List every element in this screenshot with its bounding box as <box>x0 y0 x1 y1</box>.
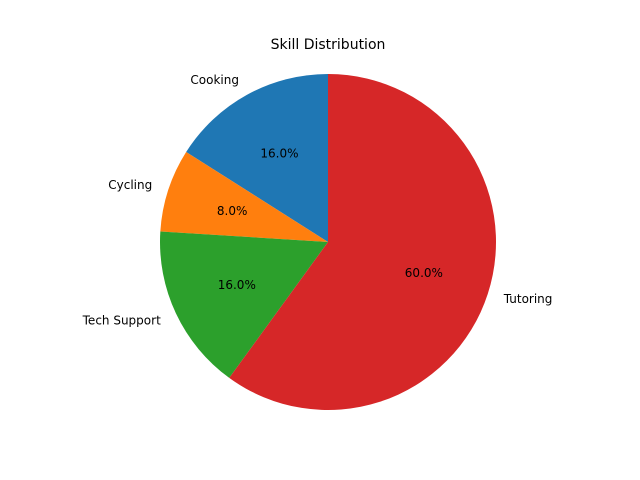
pct-label-cycling: 8.0% <box>217 204 248 218</box>
pie-slice-tech-support <box>159 231 328 378</box>
slice-label-tutoring: Tutoring <box>503 292 553 306</box>
pie-slice-tutoring <box>229 74 497 410</box>
slice-label-tech-support: Tech Support <box>82 314 161 328</box>
slice-label-cycling: Cycling <box>108 178 152 192</box>
chart-title: Skill Distribution <box>271 37 386 53</box>
pie-slice-cycling <box>160 151 328 242</box>
slices-layer <box>159 74 497 410</box>
slice-label-cooking: Cooking <box>190 73 239 87</box>
pct-label-tech-support: 16.0% <box>218 278 256 292</box>
labels-layer: Cooking 16.0% Cycling 8.0% Tech Support 16.0%… <box>82 73 553 328</box>
pie-slice-cooking <box>186 74 328 242</box>
pct-label-cooking: 16.0% <box>260 147 298 161</box>
pct-label-tutoring: 60.0% <box>405 266 443 280</box>
